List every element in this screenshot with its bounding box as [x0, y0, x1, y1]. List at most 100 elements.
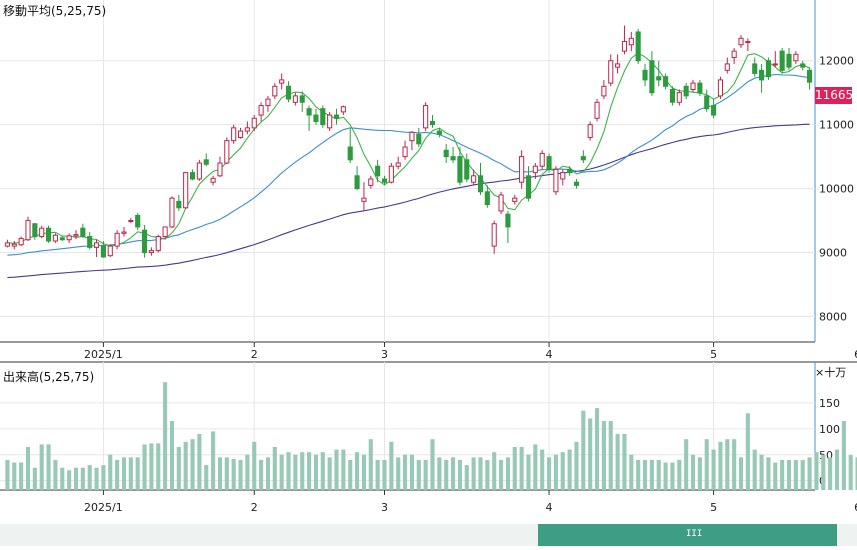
candle-body: [477, 175, 484, 193]
volume-bar: [19, 462, 24, 490]
volume-bar: [382, 459, 387, 490]
volume-bar: [766, 457, 771, 490]
ma25-line: [7, 73, 810, 256]
volume-bar: [786, 459, 792, 490]
candle-body: [320, 108, 326, 126]
volume-bar: [567, 449, 572, 490]
candle-body: [196, 162, 202, 180]
volume-bar: [471, 457, 476, 490]
volume-bar: [649, 459, 654, 490]
volume-bar: [560, 452, 565, 490]
volume-bar: [300, 452, 305, 490]
candle-body: [299, 95, 305, 103]
volume-bar: [677, 459, 682, 490]
price-x-tick-label: 2: [251, 348, 258, 361]
volume-bar: [656, 459, 661, 490]
volume-bar: [252, 441, 257, 490]
volume-bar: [588, 418, 593, 490]
volume-bar: [156, 443, 161, 490]
navigator-window[interactable]: [538, 524, 837, 546]
volume-bar: [533, 444, 538, 490]
volume-bar: [53, 459, 58, 490]
last-price-badge: 11665: [815, 87, 854, 104]
volume-bar: [163, 382, 168, 490]
volume-bar: [759, 454, 764, 490]
candle-body: [546, 156, 552, 170]
volume-bar: [115, 459, 120, 490]
candle-body: [203, 159, 209, 165]
candle-body: [93, 242, 100, 248]
volume-bar: [519, 446, 524, 490]
price-y-tick-label: 12000: [819, 55, 854, 68]
volume-bar: [457, 459, 462, 490]
candle-body: [683, 85, 689, 97]
price-x-tick-label: 2025/1: [84, 348, 123, 361]
candle-body: [46, 227, 52, 242]
candle-body: [141, 229, 148, 254]
volume-bar: [629, 454, 634, 490]
candle-body: [759, 69, 765, 81]
volume-bar: [211, 431, 216, 490]
candle-body: [237, 130, 244, 138]
volume-bar: [307, 452, 312, 490]
volume-panel-title: 出来高(5,25,75): [3, 370, 95, 384]
candle-body: [354, 175, 360, 190]
volume-bar: [546, 457, 552, 490]
volume-bar: [512, 446, 517, 490]
ma5-line: [7, 52, 810, 247]
volume-bar: [87, 465, 92, 490]
candle-body: [649, 60, 655, 94]
volume-bar: [416, 459, 421, 490]
candle-body: [265, 98, 271, 106]
candle-body: [39, 227, 45, 238]
candle-body: [800, 63, 806, 68]
volume-bar: [526, 454, 531, 490]
volume-bar: [622, 434, 627, 490]
volume-bar: [286, 452, 291, 490]
candle-body: [663, 76, 669, 87]
price-x-tick-label: 3: [381, 348, 388, 361]
candle-body: [628, 37, 634, 46]
candle-body: [279, 79, 285, 84]
price-x-tick-label: 6: [854, 348, 857, 361]
navigator-handle[interactable]: III: [686, 529, 703, 539]
volume-bar: [313, 454, 319, 490]
volume-bar: [73, 467, 79, 490]
volume-bar: [663, 462, 668, 490]
candle-body: [52, 234, 58, 242]
candle-body: [711, 104, 717, 116]
volume-bar: [361, 454, 366, 490]
volume-bar: [814, 452, 819, 490]
candle-body: [402, 146, 408, 158]
candle-body: [25, 220, 31, 241]
volume-bar: [176, 446, 181, 490]
volume-bar: [430, 439, 435, 490]
volume-bar: [121, 457, 127, 490]
candle-body: [100, 245, 106, 258]
volume-bar: [403, 454, 408, 490]
volume-bar: [437, 457, 442, 490]
candle-body: [183, 172, 189, 209]
candle-body: [512, 197, 518, 202]
volume-bar: [368, 439, 373, 490]
volume-bar: [636, 459, 641, 490]
candle-body: [560, 172, 566, 180]
volume-bar: [738, 457, 744, 490]
volume-bar: [25, 446, 31, 490]
candle-body: [471, 175, 477, 183]
volume-bar: [594, 408, 600, 490]
candle-body: [333, 114, 340, 119]
volume-y-tick-label: 150: [819, 397, 840, 410]
volume-bar: [190, 439, 195, 490]
candle-body: [361, 197, 367, 202]
candle-body: [807, 69, 813, 83]
candle-body: [285, 85, 292, 100]
price-y-tick-label: 8000: [819, 310, 847, 323]
volume-bar: [807, 457, 812, 490]
candle-body: [656, 76, 662, 81]
volume-x-tick-label: 2025/1: [84, 501, 123, 514]
candle-body: [409, 131, 415, 142]
volume-bar: [5, 459, 10, 490]
candle-body: [436, 130, 442, 135]
volume-bar: [773, 462, 778, 490]
